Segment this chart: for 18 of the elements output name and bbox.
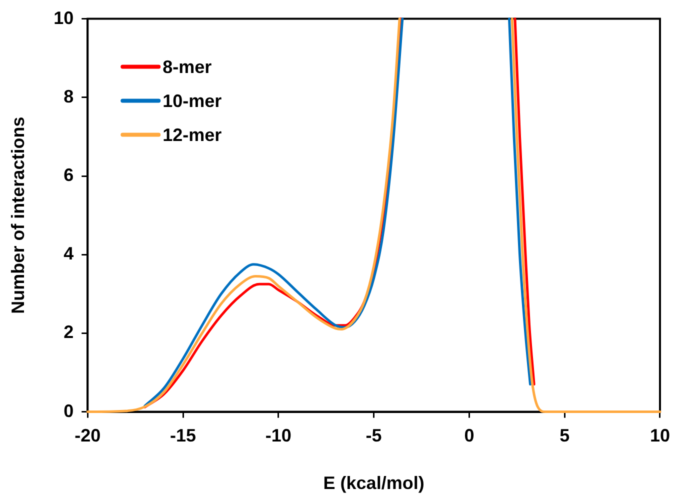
x-tick-label: 10: [650, 426, 670, 446]
x-tick-label: -5: [366, 426, 382, 446]
x-tick-label: -15: [170, 426, 196, 446]
x-tick-label: -20: [74, 426, 101, 446]
y-tick-label: 10: [54, 8, 74, 28]
y-axis-title: Number of interactions: [8, 116, 28, 314]
x-tick-label: 0: [464, 426, 474, 446]
legend-label: 12-mer: [162, 124, 222, 145]
x-axis-title: E (kcal/mol): [323, 473, 424, 494]
y-tick-label: 6: [64, 164, 74, 185]
x-tick-label: 5: [560, 426, 570, 446]
legend-label: 10-mer: [162, 90, 222, 111]
y-tick-label: 0: [64, 400, 74, 421]
y-tick-label: 2: [64, 322, 74, 342]
y-tick-label: 8: [64, 86, 74, 106]
x-tick-label: -10: [265, 426, 292, 446]
legend-label: 8-mer: [162, 56, 212, 77]
y-tick-label: 4: [64, 244, 74, 264]
